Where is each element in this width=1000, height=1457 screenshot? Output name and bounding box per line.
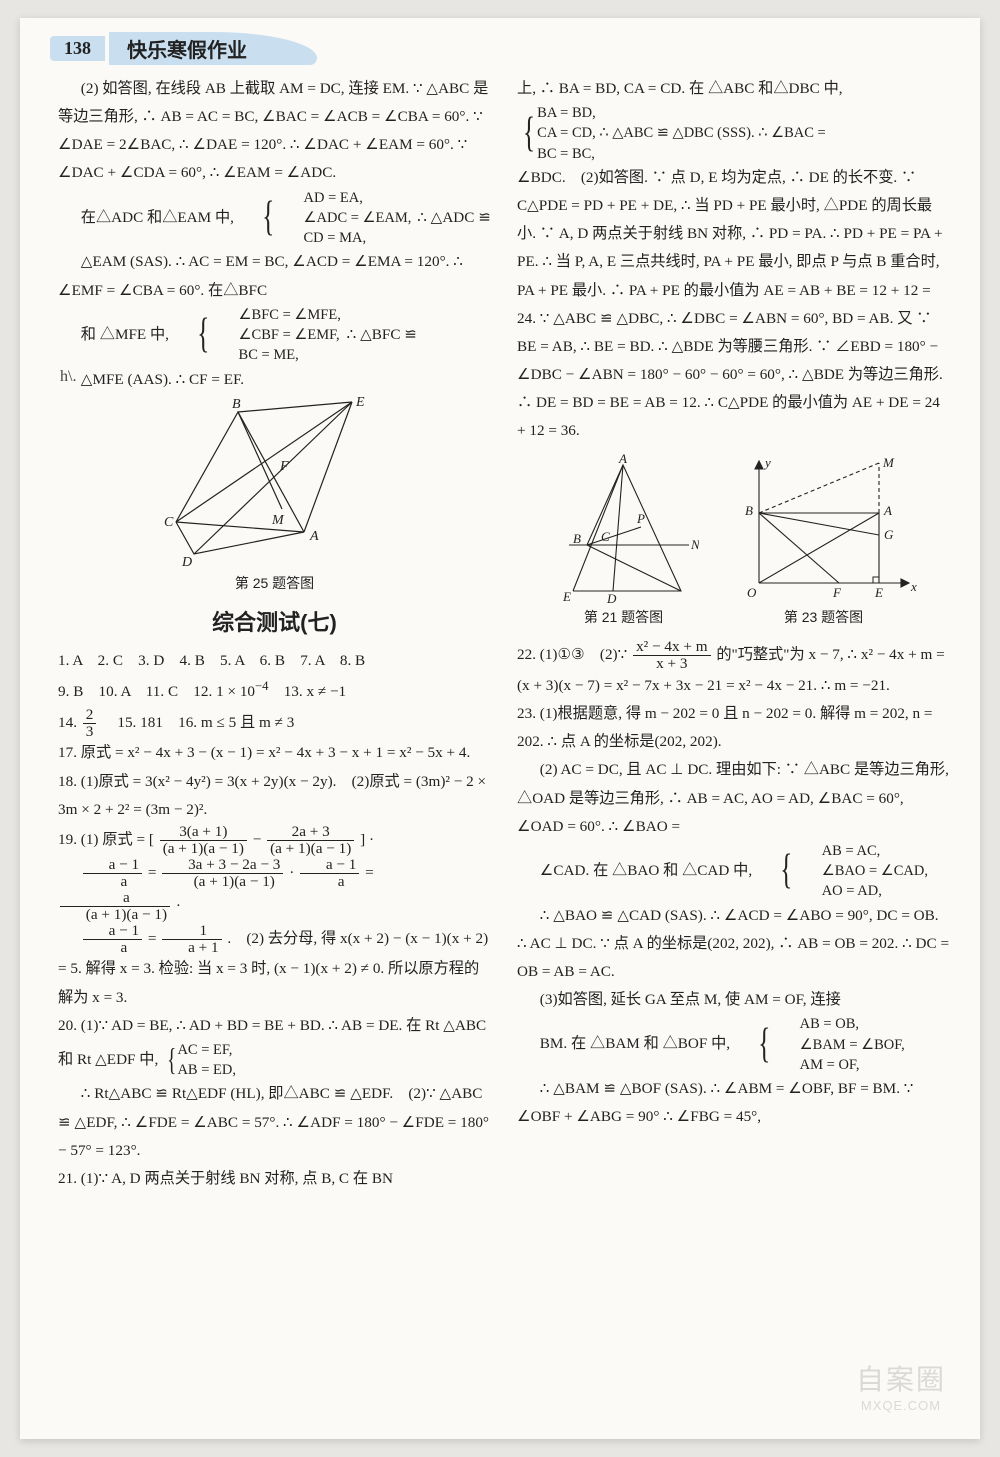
solution-text: (2) AC = DC, 且 AC ⊥ DC. 理由如下: ∵ △ABC 是等边… [517,756,950,840]
solution-text: 23. (1)根据题意, 得 m − 202 = 0 且 n − 202 = 0… [517,700,950,756]
svg-text:M: M [271,513,285,528]
content-columns: (2) 如答图, 在线段 AB 上截取 AM = DC, 连接 EM. ∵ △A… [20,75,980,1213]
figure-21: A B P C N E D 第 21 题答图 [549,453,699,631]
brace-group: { ∠BFC = ∠MFE, ∠CBF = ∠EMF, BC = ME, [175,305,341,366]
text-block: 和 △MFE 中, { ∠BFC = ∠MFE, ∠CBF = ∠EMF, BC… [58,305,491,366]
brace-group: { AD = EA, ∠ADC = ∠EAM, CD = MA, [240,188,412,249]
answer-row: 1. A 2. C 3. D 4. B 5. A 6. B 7. A 8. B [58,647,491,675]
text-block: { BA = BD, CA = CD, ∴ △ABC ≌ △DBC (SSS).… [517,103,950,164]
text-block: 在△ADC 和△EAM 中, { AD = EA, ∠ADC = ∠EAM, C… [58,188,491,249]
right-column: 上, ∴ BA = BD, CA = CD. 在 △ABC 和△DBC 中, {… [517,75,950,1193]
svg-text:P: P [636,511,645,526]
figure-caption: 第 25 题答图 [58,571,491,597]
left-brace-icon: { [744,1028,770,1062]
page-number: 138 [50,36,105,61]
solution-text: 21. (1)∵ A, D 两点关于射线 BN 对称, 点 B, C 在 BN [58,1165,491,1193]
svg-text:A: A [883,503,892,518]
solution-text: 20. (1)∵ AD = BE, ∴ AD + BD = BE + BD. ∴… [58,1012,491,1081]
left-brace-icon: { [167,1047,176,1073]
svg-text:G: G [884,527,894,542]
text-block: △MFE (AAS). ∴ CF = EF. [58,366,491,394]
solution-text: 18. (1)原式 = 3(x² − 4y²) = 3(x + 2y)(x − … [58,768,491,824]
solution-text: ∠CAD. 在 △BAO 和 △CAD 中, { AB = AC, ∠BAO =… [517,841,950,902]
svg-text:B: B [573,531,581,546]
figure-caption: 第 21 题答图 [549,605,699,631]
svg-text:B: B [745,503,753,518]
svg-text:A: A [618,453,627,466]
brace-group: { BA = BD, CA = CD, ∴ △ABC ≌ △DBC (SSS).… [519,103,826,164]
left-brace-icon: { [523,117,535,151]
svg-text:N: N [690,537,699,552]
figure-25: B E F M C A D 第 25 题答图 [58,394,491,597]
figure-caption: 第 23 题答图 [729,605,919,631]
left-column: (2) 如答图, 在线段 AB 上截取 AM = DC, 连接 EM. ∵ △A… [58,75,491,1193]
svg-text:O: O [747,585,757,600]
svg-text:D: D [606,591,617,603]
svg-text:C: C [601,529,610,544]
figure-row: A B P C N E D 第 21 题答图 [517,453,950,631]
answer-row: 9. B 10. A 11. C 12. 1 × 10−4 13. x ≠ −1 [58,675,491,706]
solution-text: a − 1a = 1a + 1 . (2) 去分母, 得 x(x + 2) − … [58,923,491,1012]
svg-text:F: F [832,585,842,600]
solution-text: (3)如答图, 延长 GA 至点 M, 使 AM = OF, 连接 [517,986,950,1014]
geometry-diagram: A B P C N E D [549,453,699,603]
header-title: 快乐寒假作业 [109,32,317,65]
solution-text: 19. (1) 原式 = [ 3(a + 1)(a + 1)(a − 1) − … [58,824,491,857]
svg-text:D: D [181,555,192,569]
text-block: 上, ∴ BA = BD, CA = CD. 在 △ABC 和△DBC 中, [517,75,950,103]
solution-text: 17. 原式 = x² − 4x + 3 − (x − 1) = x² − 4x… [58,739,491,767]
brace-group: { AB = AC, ∠BAO = ∠CAD, AO = AD, [758,841,928,902]
svg-text:x: x [910,579,917,594]
svg-text:E: E [874,585,883,600]
watermark: 自案圈 MXQE.COM [856,1358,946,1413]
brace-group: { AB = OB, ∠BAM = ∠BOF, AM = OF, [736,1014,905,1075]
coordinate-diagram: y M B A G O F E x [729,453,919,603]
svg-text:F: F [279,459,289,474]
figure-23: y M B A G O F E x 第 23 题答图 [729,453,919,631]
solution-text: ∴ △BAO ≌ △CAD (SAS). ∴ ∠ACD = ∠ABO = 90°… [517,902,950,986]
geometry-diagram: B E F M C A D [160,394,390,569]
page-sheet: 138 快乐寒假作业 (2) 如答图, 在线段 AB 上截取 AM = DC, … [20,18,980,1439]
page-header: 138 快乐寒假作业 [20,18,980,75]
handwritten-note: h\. [60,368,76,386]
solution-text: 22. (1)①③ (2)∵ x² − 4x + mx + 3 的"巧整式"为 … [517,639,950,700]
text-block: △EAM (SAS). ∴ AC = EM = BC, ∠ACD = ∠EMA … [58,248,491,304]
svg-text:C: C [164,515,174,530]
solution-text: ∴ △BAM ≌ △BOF (SAS). ∴ ∠ABM = ∠OBF, BF =… [517,1075,950,1131]
solution-text: ∴ Rt△ABC ≌ Rt△EDF (HL), 即△ABC ≌ △EDF. (2… [58,1080,491,1164]
svg-text:E: E [562,589,571,603]
svg-text:M: M [882,455,895,470]
solution-text: BM. 在 △BAM 和 △BOF 中, { AB = OB, ∠BAM = ∠… [517,1014,950,1075]
brace-group: { AC = EF, AB = ED, [164,1040,236,1081]
left-brace-icon: { [183,318,209,352]
left-brace-icon: { [248,201,274,235]
solution-text: a − 1a = 3a + 3 − 2a − 3(a + 1)(a − 1) ·… [58,857,491,923]
text-block: (2) 如答图, 在线段 AB 上截取 AM = DC, 连接 EM. ∵ △A… [58,75,491,188]
left-brace-icon: { [767,854,793,888]
svg-text:A: A [309,529,319,544]
svg-text:y: y [763,455,771,470]
section-title: 综合测试(七) [58,603,491,644]
svg-text:B: B [232,397,241,412]
text-block: ∠BDC. (2)如答图. ∵ 点 D, E 均为定点, ∴ DE 的长不变. … [517,164,950,445]
answer-row: 14. 23 15. 181 16. m ≤ 5 且 m ≠ 3 [58,707,491,740]
svg-text:E: E [355,395,365,410]
